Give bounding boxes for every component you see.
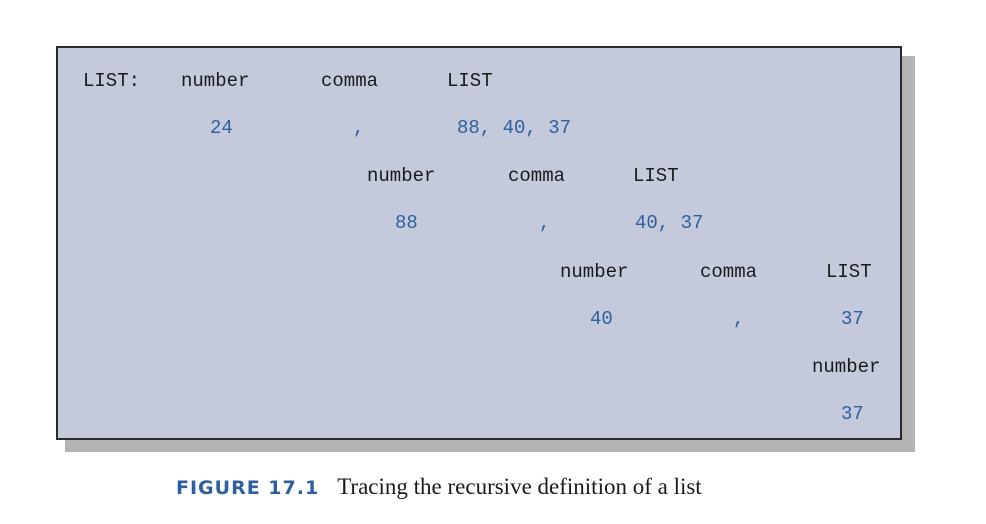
level2-comma-value: , bbox=[539, 212, 551, 234]
figure-caption-text: Tracing the recursive definition of a li… bbox=[337, 474, 702, 499]
level4-number-term: number bbox=[812, 356, 881, 378]
level2-number-term: number bbox=[367, 165, 436, 187]
figure-number: FIGURE 17.1 bbox=[176, 477, 320, 499]
level1-comma-term: comma bbox=[321, 70, 379, 92]
level1-number-term: number bbox=[181, 70, 250, 92]
level1-number-value: 24 bbox=[210, 117, 233, 139]
level2-number-value: 88 bbox=[395, 212, 418, 234]
level3-number-value: 40 bbox=[590, 308, 613, 330]
level3-comma-term: comma bbox=[700, 261, 758, 283]
level2-comma-term: comma bbox=[508, 165, 566, 187]
level2-list-value: 40, 37 bbox=[635, 212, 704, 234]
list-head-label: LIST: bbox=[83, 70, 141, 92]
level3-comma-value: , bbox=[733, 308, 745, 330]
trace-panel bbox=[56, 46, 902, 440]
level4-number-value: 37 bbox=[841, 403, 864, 425]
level2-list-term: LIST bbox=[633, 165, 679, 187]
level3-number-term: number bbox=[560, 261, 629, 283]
level1-comma-value: , bbox=[353, 117, 365, 139]
level1-list-value: 88, 40, 37 bbox=[457, 117, 572, 139]
level3-list-value: 37 bbox=[841, 308, 864, 330]
level1-list-term: LIST bbox=[447, 70, 493, 92]
figure-caption: FIGURE 17.1 Tracing the recursive definit… bbox=[176, 474, 702, 500]
level3-list-term: LIST bbox=[826, 261, 872, 283]
